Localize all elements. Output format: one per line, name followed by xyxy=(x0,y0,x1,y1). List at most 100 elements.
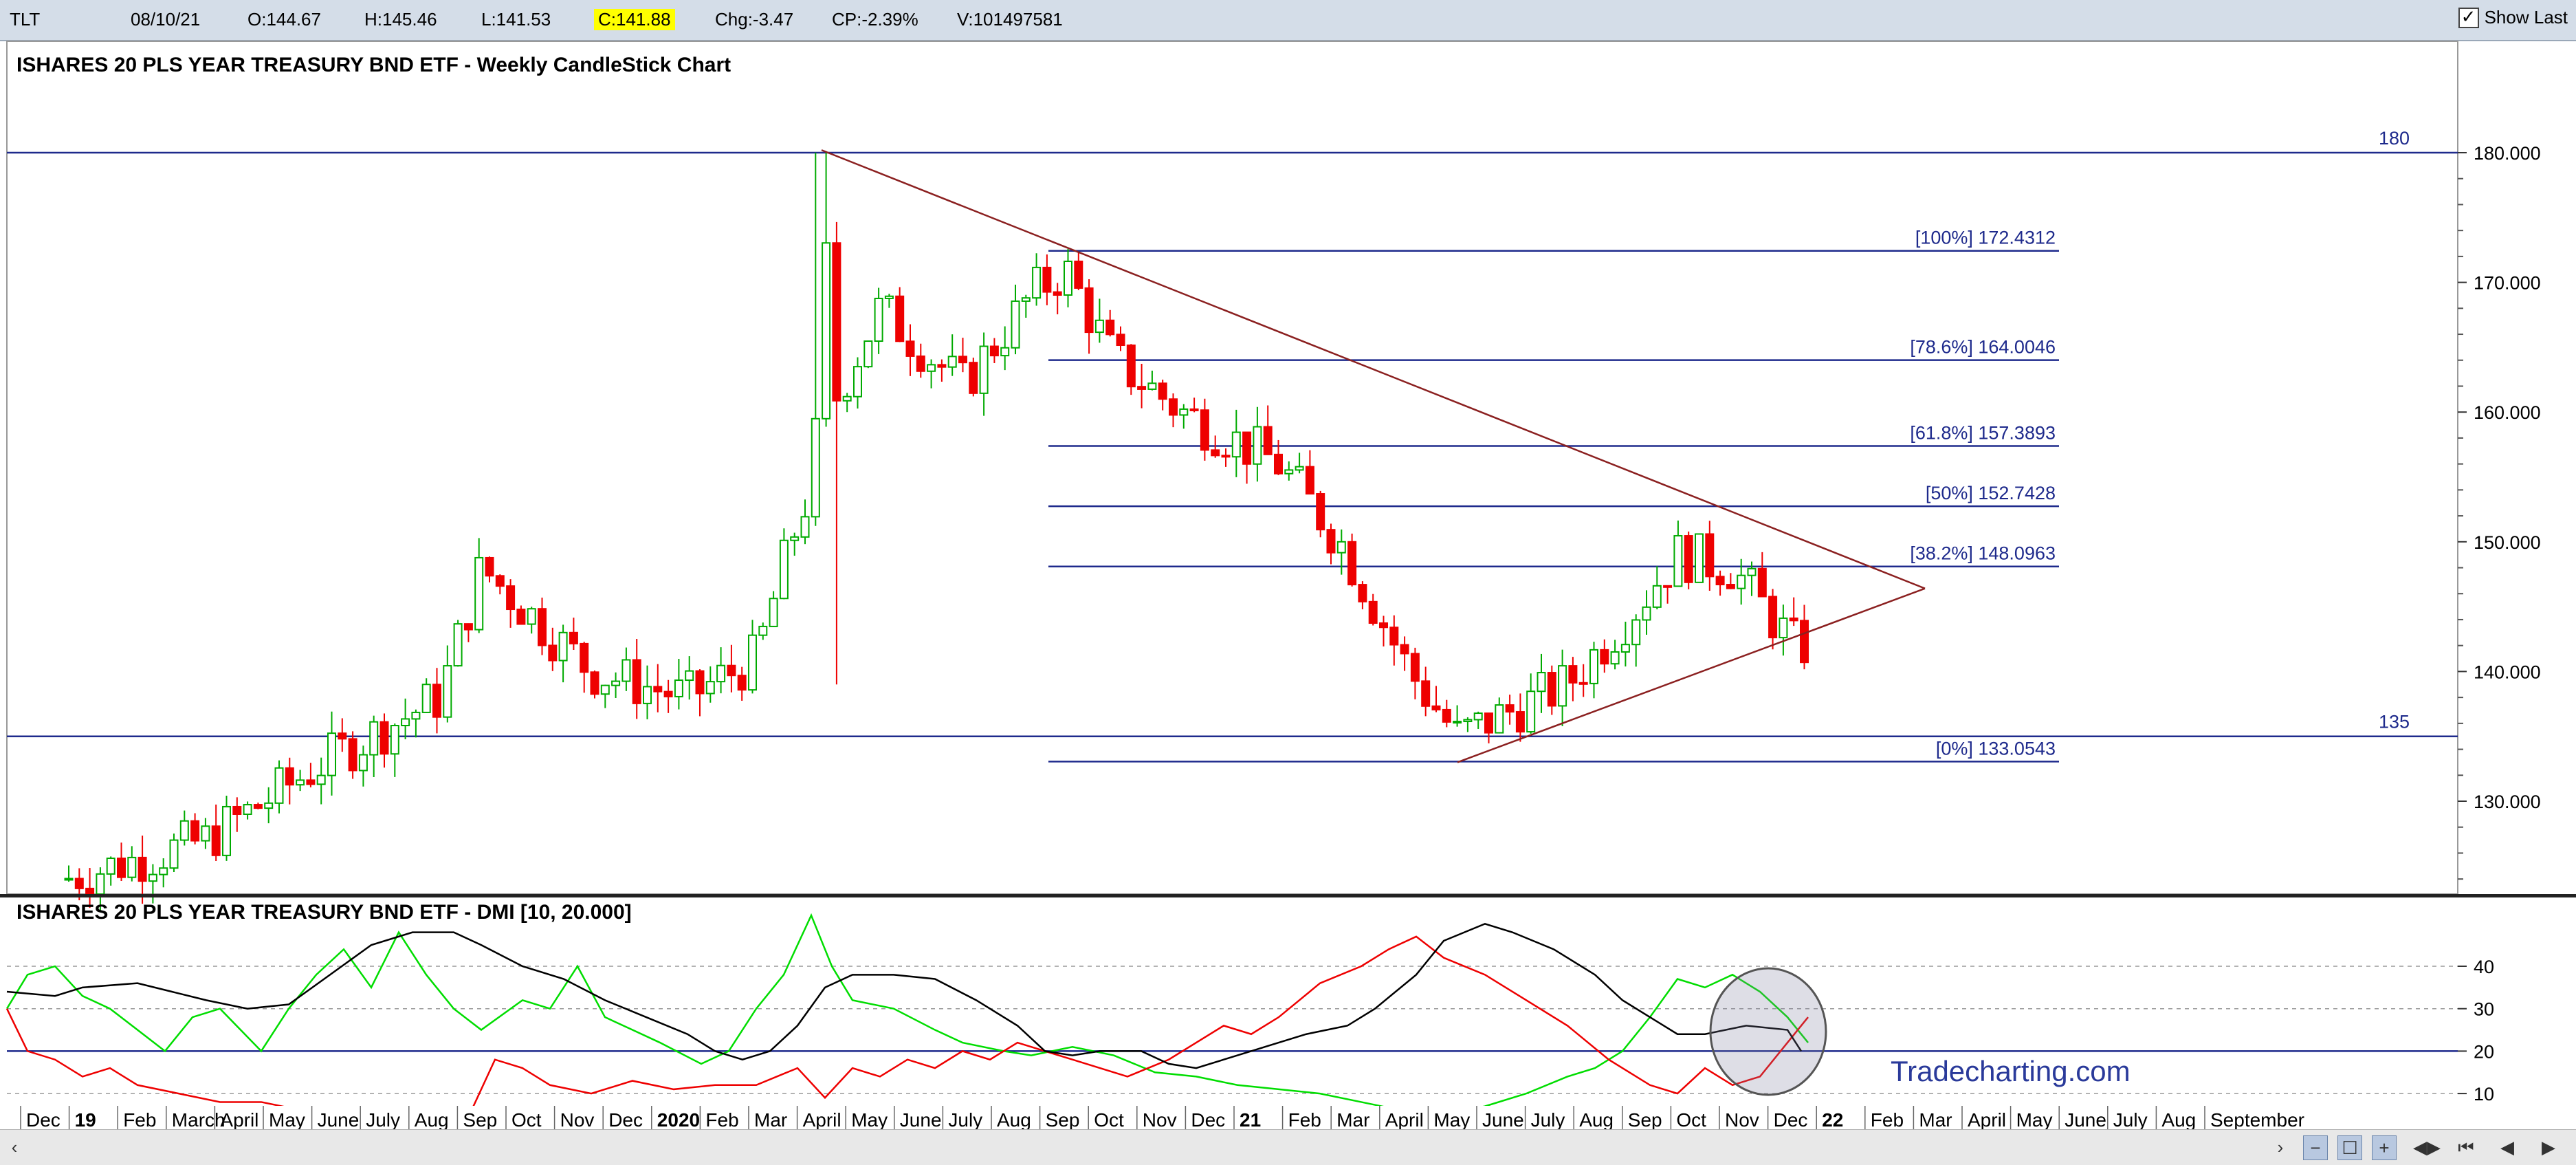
candle-down xyxy=(937,364,947,368)
candle-up xyxy=(769,598,778,627)
candle-down xyxy=(1484,712,1493,734)
candle-down xyxy=(463,623,473,631)
time-tick-label: May xyxy=(2016,1109,2053,1129)
price-tick-label: 150.000 xyxy=(2474,532,2541,553)
candle-up xyxy=(1558,665,1567,707)
candle-down xyxy=(348,738,357,772)
change-pct-label: CP:-2.39% xyxy=(832,9,918,30)
time-tick-label: Mar xyxy=(1336,1109,1369,1129)
price-tick-label: 130.000 xyxy=(2474,792,2541,812)
dmi-tick-label: 20 xyxy=(2474,1041,2494,1062)
scroll-left-button[interactable]: ‹ xyxy=(11,1137,18,1157)
show-last-checkbox[interactable] xyxy=(2458,6,2479,28)
time-tick-label: Aug xyxy=(997,1109,1031,1129)
previous-button[interactable]: ◀ xyxy=(2500,1137,2514,1157)
fibonacci-levels: [100%] 172.4312 [78.6%] 164.0046 [61.8%] 1… xyxy=(1048,228,2059,763)
price-axis: 180.000 170.000 160.000 150.000 140.000 130.0… xyxy=(2458,143,2541,880)
candle-down xyxy=(1042,266,1052,293)
show-last-toggle[interactable]: Show Last xyxy=(2458,6,2568,28)
candle-down xyxy=(1158,382,1167,400)
low-label: L:141.53 xyxy=(481,9,551,30)
candle-down xyxy=(1105,319,1115,336)
candle-down xyxy=(516,609,526,625)
candle-up xyxy=(169,839,179,869)
time-tick-label: July xyxy=(2113,1109,2148,1129)
candle-down xyxy=(1705,533,1715,578)
zoom-reset-button[interactable]: ☐ xyxy=(2337,1135,2362,1160)
candle-up xyxy=(705,681,715,695)
candle-down xyxy=(432,684,441,718)
candle-down xyxy=(632,659,641,704)
candle-down xyxy=(1137,386,1147,390)
time-tick-label: June xyxy=(900,1109,942,1129)
candle-down xyxy=(1663,585,1673,588)
candle-up xyxy=(558,631,568,662)
candle-up xyxy=(1747,567,1757,576)
fib-label: [38.2%] 148.0963 xyxy=(1910,543,2056,564)
candle-down xyxy=(1400,644,1409,655)
candle-down xyxy=(1116,334,1125,347)
zoom-in-button[interactable]: + xyxy=(2372,1135,2397,1160)
time-tick-label: Dec xyxy=(1774,1109,1808,1129)
candle-up xyxy=(674,679,683,697)
time-tick-label: Feb xyxy=(705,1109,738,1129)
first-button[interactable]: ⏮ xyxy=(2458,1137,2474,1157)
candle-up xyxy=(1642,606,1651,621)
candle-up xyxy=(884,295,894,299)
fit-button[interactable]: ◀▶ xyxy=(2413,1137,2441,1157)
horizontal-line-label: 135 xyxy=(2379,712,2410,732)
candle-down xyxy=(538,608,547,646)
candle-up xyxy=(201,825,210,842)
candle-up xyxy=(947,356,957,368)
time-tick-label: Sep xyxy=(1628,1109,1662,1129)
zoom-out-button[interactable]: − xyxy=(2303,1135,2328,1160)
candle-up xyxy=(1453,721,1462,724)
candle-down xyxy=(1600,649,1609,665)
time-tick-label: Feb xyxy=(1288,1109,1321,1129)
candle-up xyxy=(979,345,989,394)
price-tick-label: 180.000 xyxy=(2474,143,2541,164)
next-button[interactable]: ▶ xyxy=(2542,1137,2555,1157)
candle-down xyxy=(1084,287,1094,334)
candle-down xyxy=(1274,453,1283,475)
candle-up xyxy=(600,684,610,695)
time-tick-label: 21 xyxy=(1240,1109,1261,1129)
time-tick-label: June xyxy=(1482,1109,1524,1129)
candle-down xyxy=(916,355,925,372)
candle-down xyxy=(1242,431,1252,465)
candle-up xyxy=(316,774,326,785)
main-chart-title: ISHARES 20 PLS YEAR TREASURY BND ETF - W… xyxy=(16,54,731,76)
candle-up xyxy=(790,536,800,541)
candle-up xyxy=(800,516,810,538)
dmi-axis: 40 30 20 10 xyxy=(7,957,2494,1104)
candle-down xyxy=(1200,409,1209,451)
candle-up xyxy=(874,297,883,342)
time-tick-label: Sep xyxy=(1046,1109,1080,1129)
lower-trendline xyxy=(1457,587,1926,763)
time-tick-label: Feb xyxy=(1871,1109,1904,1129)
candle-up xyxy=(1094,319,1104,334)
candle-up xyxy=(527,608,536,625)
candle-down xyxy=(727,664,736,677)
close-label: C:141.88 xyxy=(594,9,675,30)
candle-up xyxy=(1147,382,1157,390)
horizontal-line-label: 180 xyxy=(2379,128,2410,149)
candle-up xyxy=(1495,704,1504,734)
candle-down xyxy=(211,825,221,856)
time-tick-label: Sep xyxy=(463,1109,497,1129)
candle-down xyxy=(1578,682,1588,685)
candle-up xyxy=(1652,585,1662,608)
scroll-right-button[interactable]: › xyxy=(2277,1137,2284,1157)
chart-canvas[interactable]: ISHARES 20 PLS YEAR TREASURY BND ETF - W… xyxy=(0,0,2576,1129)
candle-down xyxy=(379,721,389,755)
candle-down xyxy=(1316,493,1325,531)
time-tick-label: Aug xyxy=(1579,1109,1614,1129)
quote-bar: TLT 08/10/21 O:144.67 H:145.46 L:141.53 … xyxy=(0,0,2576,41)
candle-down xyxy=(232,805,242,815)
candle-down xyxy=(580,642,589,673)
dmi-tick-label: 40 xyxy=(2474,957,2494,977)
candle-down xyxy=(85,887,95,895)
time-tick-label: May xyxy=(851,1109,888,1129)
candle-up xyxy=(1336,541,1346,554)
